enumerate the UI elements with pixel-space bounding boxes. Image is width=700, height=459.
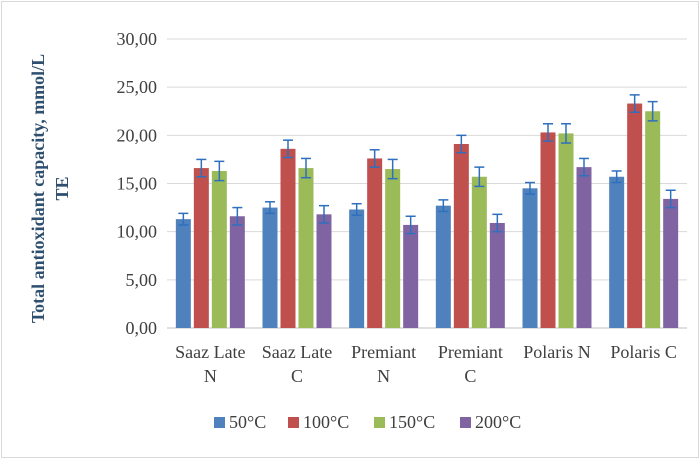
y-tick-label: 20,00 bbox=[117, 125, 158, 145]
bar bbox=[280, 148, 296, 328]
x-tick-label: Saaz Late bbox=[175, 342, 245, 362]
x-tick-label: Saaz Late bbox=[262, 342, 332, 362]
bar bbox=[645, 111, 661, 328]
x-tick-label: C bbox=[464, 366, 476, 386]
bar bbox=[627, 103, 643, 328]
bar bbox=[576, 167, 592, 328]
x-tick-label: Premiant bbox=[438, 342, 503, 362]
x-tick-label: Premiant bbox=[351, 342, 416, 362]
x-tick-label: N bbox=[204, 366, 217, 386]
legend-swatch bbox=[288, 417, 299, 428]
bar bbox=[471, 176, 487, 328]
bar bbox=[558, 133, 574, 328]
x-tick-label: Polaris N bbox=[523, 342, 591, 362]
y-tick-label: 15,00 bbox=[117, 174, 158, 194]
bar bbox=[403, 224, 419, 328]
legend-swatch bbox=[214, 417, 225, 428]
x-tick-label: C bbox=[291, 366, 303, 386]
y-tick-label: 25,00 bbox=[117, 77, 158, 97]
y-tick-label: 0,00 bbox=[126, 318, 158, 338]
legend-label: 50°C bbox=[229, 412, 266, 432]
y-tick-label: 5,00 bbox=[126, 270, 158, 290]
bar bbox=[489, 222, 505, 328]
bar bbox=[229, 216, 245, 328]
bar bbox=[262, 207, 278, 328]
bar bbox=[435, 205, 451, 328]
y-axis-label: TE bbox=[52, 176, 72, 200]
bar bbox=[211, 170, 227, 328]
bar bbox=[663, 198, 679, 328]
bar bbox=[349, 209, 365, 328]
x-tick-label: N bbox=[377, 366, 390, 386]
y-tick-label: 30,00 bbox=[117, 29, 158, 49]
bar bbox=[540, 132, 556, 328]
bar bbox=[385, 169, 401, 328]
bar bbox=[609, 176, 625, 328]
y-axis-label: Total antioxidant capacity, mmol/L bbox=[28, 54, 48, 323]
bar bbox=[298, 168, 314, 328]
y-tick-label: 10,00 bbox=[117, 222, 158, 242]
bar bbox=[522, 188, 538, 328]
legend-swatch bbox=[374, 417, 385, 428]
x-tick-label: Polaris C bbox=[610, 342, 677, 362]
bar bbox=[453, 144, 469, 328]
bar bbox=[316, 214, 332, 328]
legend-label: 150°C bbox=[389, 412, 435, 432]
legend-swatch bbox=[460, 417, 471, 428]
bar bbox=[367, 158, 383, 328]
bar bbox=[175, 219, 191, 328]
bar bbox=[193, 168, 209, 328]
legend-label: 100°C bbox=[303, 412, 349, 432]
legend-label: 200°C bbox=[475, 412, 521, 432]
